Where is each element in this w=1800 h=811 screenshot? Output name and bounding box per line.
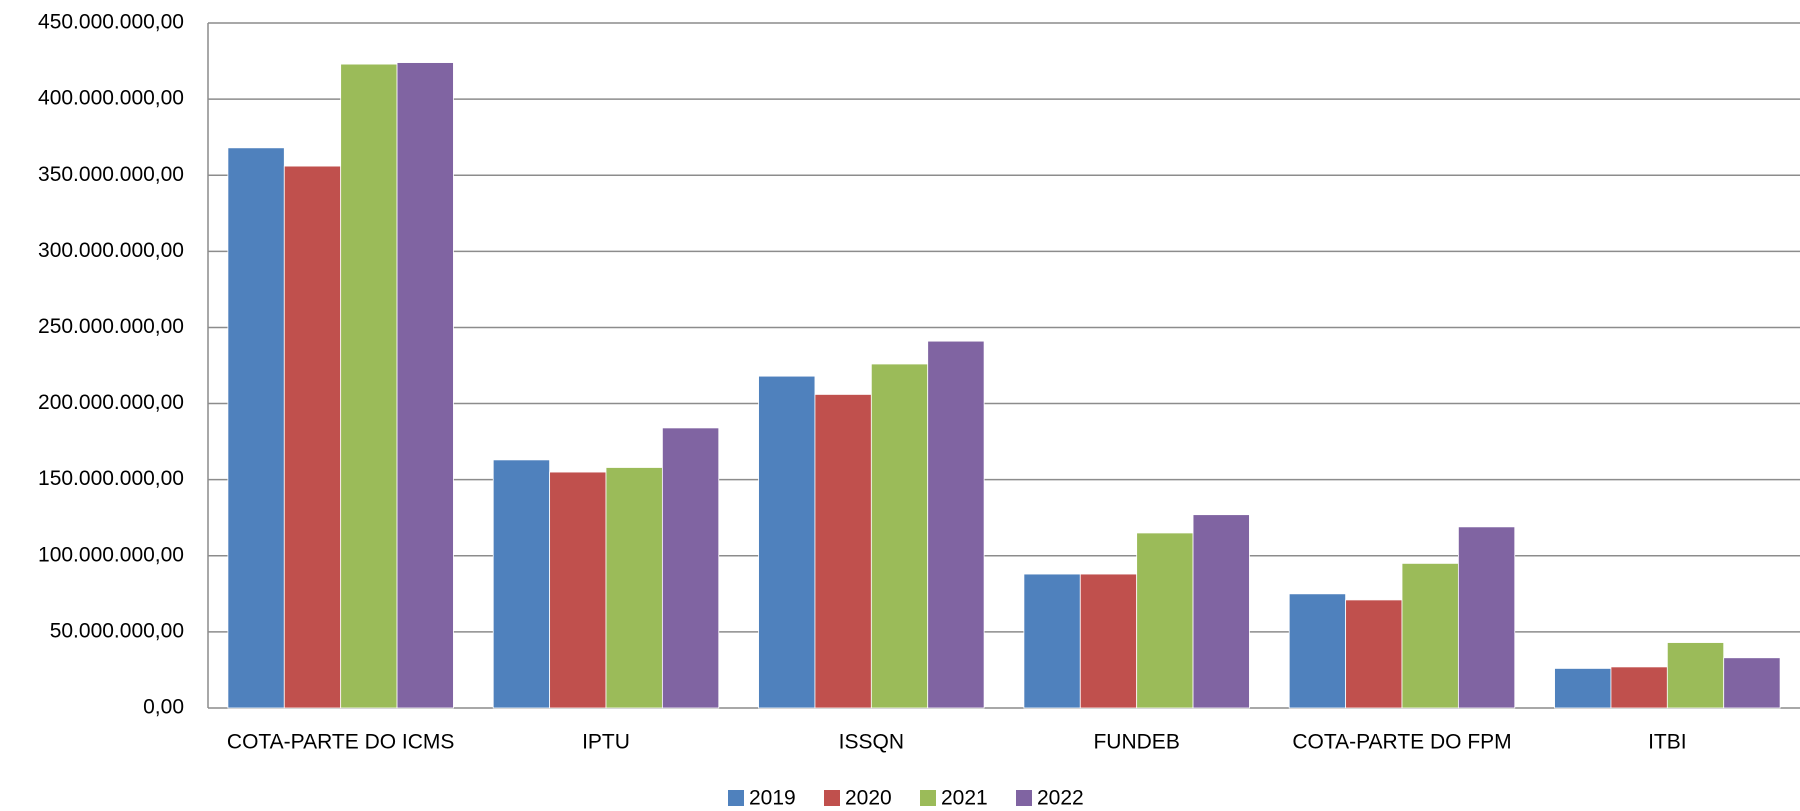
x-tick-label: COTA-PARTE DO FPM: [1292, 731, 1511, 754]
bar: [927, 340, 985, 709]
bar: [814, 394, 872, 709]
bar: [605, 467, 663, 709]
legend-swatch: [824, 790, 840, 806]
bar: [1401, 562, 1459, 709]
bar: [1723, 657, 1781, 709]
bar: [1345, 599, 1403, 709]
bar: [492, 459, 551, 709]
bar: [340, 63, 398, 709]
bar: [1079, 573, 1138, 709]
bar: [1136, 532, 1194, 709]
x-tick-label: FUNDEB: [1093, 731, 1179, 754]
legend-label: 2019: [749, 787, 796, 810]
bar: [870, 363, 929, 709]
y-tick-label: 350.000.000,00: [38, 163, 184, 186]
bar: [1554, 668, 1612, 709]
legend-swatch: [920, 790, 936, 806]
bar: [1610, 666, 1668, 709]
legend-label: 2022: [1037, 787, 1084, 810]
bar: [1192, 514, 1250, 709]
bar: [1666, 642, 1725, 709]
bar: [549, 471, 607, 709]
legend-swatch: [1016, 790, 1032, 806]
y-tick-label: 200.000.000,00: [38, 391, 184, 414]
y-tick-label: 100.000.000,00: [38, 543, 184, 566]
bar: [283, 165, 342, 709]
y-tick-label: 150.000.000,00: [38, 467, 184, 490]
y-tick-label: 50.000.000,00: [50, 619, 184, 642]
bar: [1457, 526, 1516, 709]
y-tick-label: 450.000.000,00: [38, 11, 184, 34]
x-tick-label: COTA-PARTE DO ICMS: [227, 731, 455, 754]
y-tick-label: 0,00: [143, 696, 184, 719]
bar: [661, 427, 720, 709]
bar: [1288, 593, 1347, 709]
bar: [396, 62, 454, 709]
x-tick-label: ITBI: [1648, 731, 1687, 754]
x-tick-label: IPTU: [582, 731, 630, 754]
legend-swatch: [728, 790, 744, 806]
bar: [1023, 573, 1081, 709]
y-tick-label: 400.000.000,00: [38, 87, 184, 110]
y-tick-label: 300.000.000,00: [38, 239, 184, 262]
y-tick-label: 250.000.000,00: [38, 315, 184, 338]
legend-label: 2021: [941, 787, 988, 810]
legend-label: 2020: [845, 787, 892, 810]
bar: [227, 147, 285, 709]
x-tick-label: ISSQN: [839, 731, 904, 754]
bar: [758, 375, 816, 709]
